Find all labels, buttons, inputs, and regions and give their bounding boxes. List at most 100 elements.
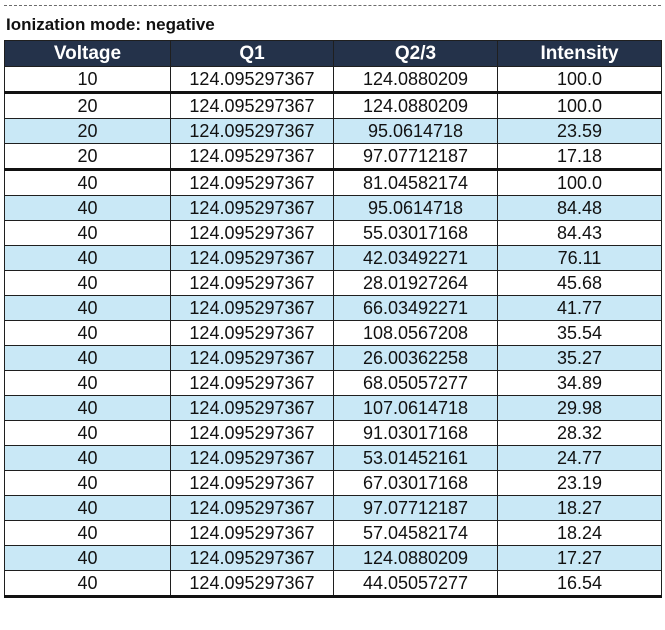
cell-intensity: 29.98 (497, 395, 662, 421)
table-row: 40 124.095297367 53.01452161 24.77 (4, 445, 662, 471)
cell-q1: 124.095297367 (170, 295, 334, 321)
table-row: 40 124.095297367 67.03017168 23.19 (4, 470, 662, 496)
cell-q1: 124.095297367 (170, 168, 334, 196)
cell-intensity: 84.43 (497, 220, 662, 246)
cell-voltage: 40 (4, 495, 171, 521)
cell-q1: 124.095297367 (170, 245, 334, 271)
table-row: 20 124.095297367 95.0614718 23.59 (4, 118, 662, 144)
table-row: 40 124.095297367 68.05057277 34.89 (4, 370, 662, 396)
dashed-top-divider (4, 5, 661, 6)
cell-intensity: 18.27 (497, 495, 662, 521)
cell-voltage: 40 (4, 570, 171, 598)
table-row: 40 124.095297367 81.04582174 100.0 (4, 168, 662, 196)
cell-q23: 57.04582174 (333, 520, 498, 546)
cell-q1: 124.095297367 (170, 395, 334, 421)
cell-q23: 91.03017168 (333, 420, 498, 446)
cell-q1: 124.095297367 (170, 345, 334, 371)
cell-voltage: 40 (4, 245, 171, 271)
cell-q1: 124.095297367 (170, 66, 334, 93)
cell-q23: 44.05057277 (333, 570, 498, 598)
cell-q23: 107.0614718 (333, 395, 498, 421)
cell-voltage: 40 (4, 168, 171, 196)
cell-intensity: 45.68 (497, 270, 662, 296)
cell-q1: 124.095297367 (170, 91, 334, 119)
cell-intensity: 34.89 (497, 370, 662, 396)
cell-voltage: 40 (4, 395, 171, 421)
table-row: 40 124.095297367 97.07712187 18.27 (4, 495, 662, 521)
cell-q1: 124.095297367 (170, 445, 334, 471)
cell-voltage: 40 (4, 195, 171, 221)
cell-q23: 53.01452161 (333, 445, 498, 471)
table-row: 20 124.095297367 97.07712187 17.18 (4, 143, 662, 170)
cell-q1: 124.095297367 (170, 470, 334, 496)
cell-q1: 124.095297367 (170, 520, 334, 546)
cell-intensity: 100.0 (497, 66, 662, 93)
table-row: 40 124.095297367 66.03492271 41.77 (4, 295, 662, 321)
cell-q1: 124.095297367 (170, 370, 334, 396)
cell-voltage: 40 (4, 320, 171, 346)
fragment-table: Voltage Q1 Q2/3 Intensity 10 124.09529736… (4, 40, 662, 598)
cell-intensity: 100.0 (497, 168, 662, 196)
cell-intensity: 35.27 (497, 345, 662, 371)
cell-q23: 95.0614718 (333, 195, 498, 221)
cell-voltage: 20 (4, 118, 171, 144)
table-row: 40 124.095297367 55.03017168 84.43 (4, 220, 662, 246)
cell-voltage: 20 (4, 91, 171, 119)
cell-voltage: 40 (4, 270, 171, 296)
cell-intensity: 17.27 (497, 545, 662, 571)
cell-voltage: 40 (4, 345, 171, 371)
cell-voltage: 10 (4, 66, 171, 93)
cell-intensity: 23.19 (497, 470, 662, 496)
cell-intensity: 28.32 (497, 420, 662, 446)
cell-q23: 42.03492271 (333, 245, 498, 271)
cell-intensity: 76.11 (497, 245, 662, 271)
cell-intensity: 35.54 (497, 320, 662, 346)
cell-intensity: 16.54 (497, 570, 662, 598)
table-row: 40 124.095297367 42.03492271 76.11 (4, 245, 662, 271)
table-body: 10 124.095297367 124.0880209 100.0 20 124.095… (4, 66, 662, 598)
cell-q23: 124.0880209 (333, 66, 498, 93)
table-row: 40 124.095297367 95.0614718 84.48 (4, 195, 662, 221)
ionization-mode-title: Ionization mode: negative (6, 15, 215, 34)
table-row: 40 124.095297367 91.03017168 28.32 (4, 420, 662, 446)
cell-intensity: 17.18 (497, 143, 662, 170)
table-header: Voltage Q1 Q2/3 Intensity (4, 40, 662, 67)
cell-q23: 55.03017168 (333, 220, 498, 246)
cell-q23: 68.05057277 (333, 370, 498, 396)
cell-voltage: 40 (4, 520, 171, 546)
cell-q23: 95.0614718 (333, 118, 498, 144)
cell-voltage: 40 (4, 470, 171, 496)
table-row: 40 124.095297367 124.0880209 17.27 (4, 545, 662, 571)
cell-q1: 124.095297367 (170, 420, 334, 446)
cell-q23: 97.07712187 (333, 495, 498, 521)
column-header-q1: Q1 (170, 40, 334, 67)
table-row: 40 124.095297367 28.01927264 45.68 (4, 270, 662, 296)
cell-q23: 81.04582174 (333, 168, 498, 196)
cell-q1: 124.095297367 (170, 220, 334, 246)
table-row: 40 124.095297367 107.0614718 29.98 (4, 395, 662, 421)
header-row: Voltage Q1 Q2/3 Intensity (4, 40, 662, 67)
cell-q23: 26.00362258 (333, 345, 498, 371)
cell-q1: 124.095297367 (170, 195, 334, 221)
column-header-q23: Q2/3 (333, 40, 498, 67)
cell-q1: 124.095297367 (170, 143, 334, 170)
column-header-intensity: Intensity (497, 40, 662, 67)
cell-q23: 108.0567208 (333, 320, 498, 346)
table-row: 40 124.095297367 26.00362258 35.27 (4, 345, 662, 371)
cell-intensity: 18.24 (497, 520, 662, 546)
table-row: 20 124.095297367 124.0880209 100.0 (4, 91, 662, 119)
cell-q1: 124.095297367 (170, 545, 334, 571)
table-row: 40 124.095297367 44.05057277 16.54 (4, 570, 662, 598)
cell-q1: 124.095297367 (170, 320, 334, 346)
cell-voltage: 40 (4, 445, 171, 471)
cell-q23: 97.07712187 (333, 143, 498, 170)
cell-q23: 28.01927264 (333, 270, 498, 296)
cell-q23: 66.03492271 (333, 295, 498, 321)
cell-q1: 124.095297367 (170, 495, 334, 521)
table-row: 10 124.095297367 124.0880209 100.0 (4, 66, 662, 93)
cell-voltage: 40 (4, 545, 171, 571)
cell-voltage: 40 (4, 370, 171, 396)
cell-intensity: 24.77 (497, 445, 662, 471)
cell-voltage: 40 (4, 420, 171, 446)
table-row: 40 124.095297367 57.04582174 18.24 (4, 520, 662, 546)
